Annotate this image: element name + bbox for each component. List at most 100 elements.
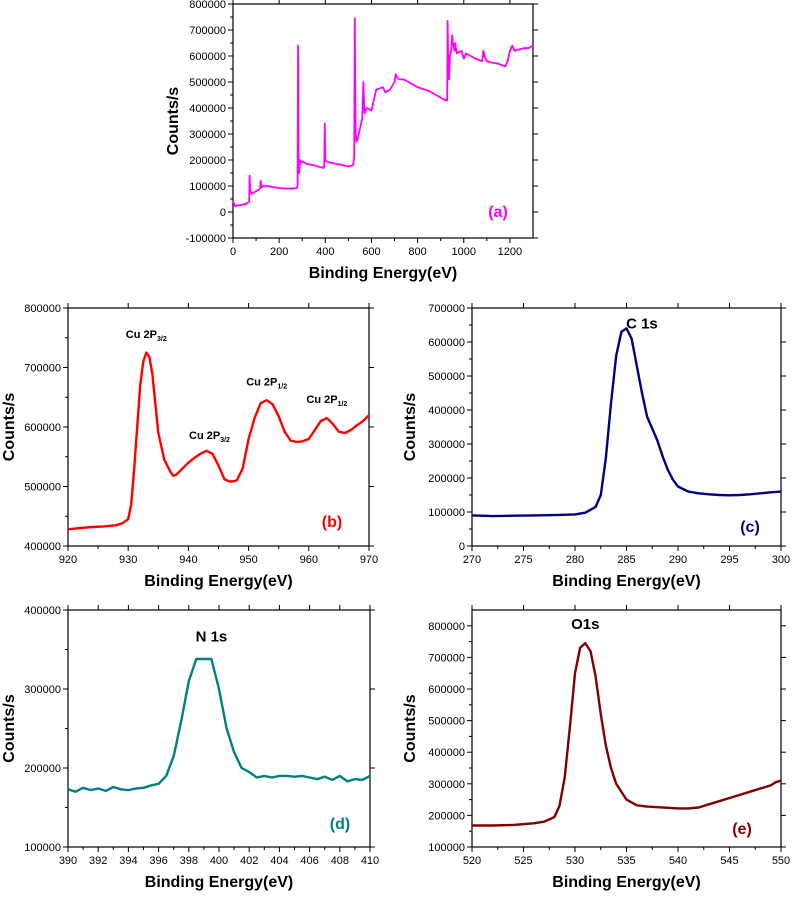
y-tick-label: 400000 bbox=[24, 605, 61, 617]
plot-frame bbox=[471, 307, 782, 547]
y-tick-label: 200000 bbox=[428, 473, 465, 485]
peak-annotation: Cu 2P1/2 bbox=[246, 376, 287, 390]
x-tick-label: 275 bbox=[514, 554, 532, 566]
y-axis-title: Counts/s bbox=[1, 393, 18, 462]
peak-annotation: C 1s bbox=[626, 315, 658, 332]
x-tick-label: 300 bbox=[772, 554, 790, 566]
y-axis-title: Counts/s bbox=[402, 393, 419, 462]
y-tick-label: 400000 bbox=[428, 405, 465, 417]
panel-a: 0 200 400 600 800 1000 1200 -100000 0 100000 20000… bbox=[165, 0, 538, 282]
x-tick-label: 295 bbox=[720, 554, 738, 566]
x-tick-label: 0 bbox=[230, 246, 236, 258]
y-tick-label: 800000 bbox=[24, 303, 61, 315]
y-tick-label: -100000 bbox=[186, 233, 226, 245]
y-tick-label: 400000 bbox=[189, 103, 226, 115]
x-tick-label: 1000 bbox=[452, 246, 476, 258]
x-tick-label: 270 bbox=[463, 554, 481, 566]
panel-d: 390 392 394 396 398 400 402 404 406 408 410 100000 2… bbox=[1, 605, 379, 891]
x-tick-label: 408 bbox=[331, 855, 349, 867]
y-tick-label: 200000 bbox=[189, 155, 226, 167]
x-tick-label: 600 bbox=[362, 246, 380, 258]
y-tick-label: 100000 bbox=[189, 181, 226, 193]
y-tick-label: 500000 bbox=[428, 371, 465, 383]
x-tick-label: 525 bbox=[514, 855, 532, 867]
y-axis-title: Counts/s bbox=[402, 694, 419, 763]
y-tick-label: 700000 bbox=[24, 363, 61, 375]
y-tick-label: 200000 bbox=[24, 763, 61, 775]
panel-c: 270 275 280 285 290 295 300 0 100000 200000 300000… bbox=[402, 303, 790, 590]
x-tick-label: 400 bbox=[316, 246, 334, 258]
y-tick-label: 800000 bbox=[428, 621, 465, 633]
panel-label: (d) bbox=[330, 816, 350, 833]
y-tick-label: 100000 bbox=[428, 842, 465, 854]
panel-label: (e) bbox=[732, 821, 752, 838]
x-tick-label: 940 bbox=[179, 554, 197, 566]
y-tick-label: 400000 bbox=[428, 747, 465, 759]
x-tick-label: 404 bbox=[270, 855, 288, 867]
y-tick-label: 100000 bbox=[24, 842, 61, 854]
x-tick-label: 396 bbox=[149, 855, 167, 867]
x-tick-label: 520 bbox=[463, 855, 481, 867]
x-tick-label: 970 bbox=[360, 554, 378, 566]
peak-annotation: Cu 2P3/2 bbox=[126, 329, 167, 343]
y-tick-label: 300000 bbox=[428, 439, 465, 451]
y-tick-label: 200000 bbox=[428, 810, 465, 822]
x-tick-label: 540 bbox=[669, 855, 687, 867]
x-tick-label: 280 bbox=[566, 554, 584, 566]
peak-annotation: N 1s bbox=[196, 629, 228, 646]
x-tick-label: 410 bbox=[361, 855, 379, 867]
x-tick-label: 920 bbox=[59, 554, 77, 566]
x-tick-label: 800 bbox=[408, 246, 426, 258]
plot-frame bbox=[471, 609, 782, 848]
peak-annotation: Cu 2P1/2 bbox=[306, 394, 347, 408]
panel-e: 520 525 530 535 540 545 550 100000 200000 300000 4… bbox=[402, 605, 790, 891]
y-tick-label: 600000 bbox=[189, 51, 226, 63]
y-tick-label: 500000 bbox=[189, 77, 226, 89]
x-axis-title: Binding Energy(eV) bbox=[552, 874, 700, 891]
peak-annotation: O1s bbox=[571, 616, 599, 633]
y-tick-label: 600000 bbox=[428, 337, 465, 349]
x-tick-label: 200 bbox=[270, 246, 288, 258]
y-tick-label: 400000 bbox=[24, 541, 61, 553]
peak-annotation: Cu 2P3/2 bbox=[189, 430, 230, 444]
y-axis-title: Counts/s bbox=[165, 87, 182, 156]
y-tick-label: 300000 bbox=[24, 684, 61, 696]
x-tick-label: 394 bbox=[119, 855, 137, 867]
x-axis-title: Binding Energy(eV) bbox=[309, 265, 457, 282]
x-axis-title: Binding Energy(eV) bbox=[144, 573, 292, 590]
x-tick-label: 550 bbox=[772, 855, 790, 867]
series-line bbox=[67, 657, 371, 793]
x-tick-label: 402 bbox=[240, 855, 258, 867]
y-tick-label: 800000 bbox=[189, 0, 226, 11]
x-tick-label: 390 bbox=[59, 855, 77, 867]
y-tick-label: 100000 bbox=[428, 507, 465, 519]
series-line bbox=[67, 351, 370, 531]
x-tick-label: 398 bbox=[180, 855, 198, 867]
x-axis-title: Binding Energy(eV) bbox=[145, 874, 293, 891]
x-tick-label: 950 bbox=[239, 554, 257, 566]
plot-frame bbox=[232, 3, 534, 239]
y-tick-label: 300000 bbox=[189, 129, 226, 141]
y-tick-label: 600000 bbox=[428, 684, 465, 696]
x-tick-label: 960 bbox=[300, 554, 318, 566]
series-line bbox=[471, 327, 782, 518]
y-tick-label: 300000 bbox=[428, 779, 465, 791]
x-tick-label: 392 bbox=[89, 855, 107, 867]
x-tick-label: 530 bbox=[566, 855, 584, 867]
y-tick-label: 500000 bbox=[428, 716, 465, 728]
panel-b: 920 930 940 950 960 970 400000 500000 600000 7000… bbox=[1, 303, 378, 590]
x-tick-label: 535 bbox=[617, 855, 635, 867]
y-tick-label: 600000 bbox=[24, 422, 61, 434]
panel-label: (c) bbox=[740, 519, 760, 536]
x-tick-label: 1200 bbox=[498, 246, 522, 258]
x-tick-label: 406 bbox=[300, 855, 318, 867]
panel-label: (a) bbox=[488, 204, 508, 221]
x-tick-label: 290 bbox=[669, 554, 687, 566]
y-tick-label: 500000 bbox=[24, 482, 61, 494]
x-tick-label: 285 bbox=[617, 554, 635, 566]
x-axis-title: Binding Energy(eV) bbox=[552, 573, 700, 590]
x-tick-label: 400 bbox=[210, 855, 228, 867]
y-tick-label: 0 bbox=[459, 541, 465, 553]
